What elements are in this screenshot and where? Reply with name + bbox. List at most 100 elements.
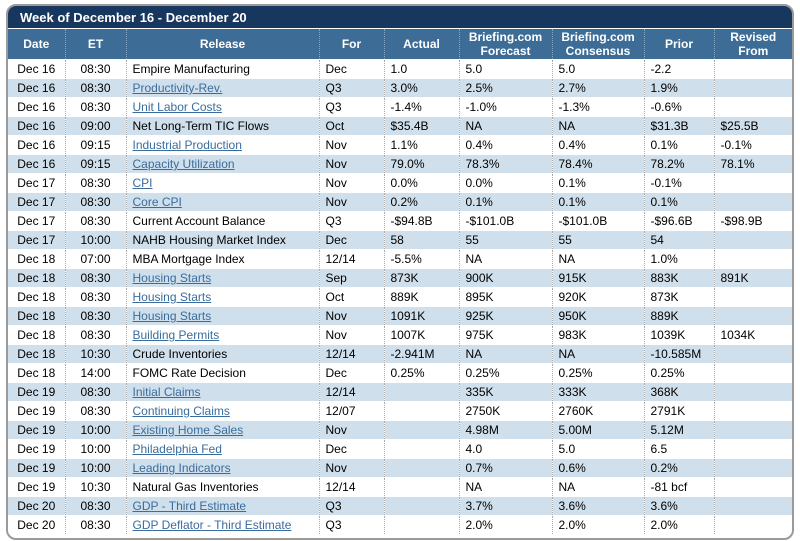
forecast-cell: 900K <box>458 268 552 288</box>
actual-cell <box>383 420 459 440</box>
date-cell: Dec 18 <box>8 287 65 307</box>
economic-calendar: Week of December 16 - December 20 Date E… <box>6 4 794 540</box>
prior-cell: 1.0% <box>643 249 714 269</box>
release-link[interactable]: Initial Claims <box>132 385 201 399</box>
table-row: Dec 18 14:00 FOMC Rate Decision Dec 0.25% 0.2… <box>8 363 792 383</box>
release-link[interactable]: Productivity-Rev. <box>132 81 223 95</box>
prior-cell: 5.12M <box>643 420 714 440</box>
forecast-cell: -1.0% <box>458 97 552 117</box>
release-cell: Industrial Production <box>125 135 319 155</box>
et-cell: 08:30 <box>64 78 126 98</box>
consensus-cell: 78.4% <box>551 154 644 174</box>
consensus-cell: 920K <box>551 287 644 307</box>
prior-cell: -$96.6B <box>643 211 714 231</box>
prior-cell: 1039K <box>643 325 714 345</box>
release-link[interactable]: Industrial Production <box>132 138 242 152</box>
release-link[interactable]: Philadelphia Fed <box>132 442 222 456</box>
col-header-revised-from: Revised From <box>713 29 792 60</box>
et-cell: 08:30 <box>64 382 126 402</box>
actual-cell: -$94.8B <box>383 211 459 231</box>
calendar-table: Date ET Release For Actual Briefing.com … <box>8 29 792 534</box>
release-cell: NAHB Housing Market Index <box>125 230 319 250</box>
consensus-cell: NA <box>551 344 644 364</box>
forecast-cell: NA <box>458 116 552 136</box>
et-cell: 10:30 <box>64 344 126 364</box>
actual-cell: 79.0% <box>383 154 459 174</box>
table-row: Dec 16 08:30 Unit Labor Costs Q3 -1.4% -1.0% -… <box>8 97 792 117</box>
date-cell: Dec 19 <box>8 477 65 497</box>
table-row: Dec 17 10:00 NAHB Housing Market Index Dec 5… <box>8 230 792 250</box>
release-link[interactable]: Building Permits <box>132 328 220 342</box>
for-cell: 12/07 <box>318 401 384 421</box>
actual-cell: -5.5% <box>383 249 459 269</box>
revised-from-cell <box>713 477 792 497</box>
et-cell: 08:30 <box>64 211 126 231</box>
consensus-cell: 3.6% <box>551 496 644 516</box>
release-link[interactable]: Capacity Utilization <box>132 157 235 171</box>
date-cell: Dec 16 <box>8 116 65 136</box>
forecast-cell: 0.0% <box>458 173 552 193</box>
revised-from-cell: -0.1% <box>713 135 792 155</box>
revised-from-cell <box>713 515 792 534</box>
release-cell: Continuing Claims <box>125 401 319 421</box>
date-cell: Dec 18 <box>8 363 65 383</box>
et-cell: 08:30 <box>64 192 126 212</box>
forecast-cell: 0.1% <box>458 192 552 212</box>
release-link[interactable]: GDP - Third Estimate <box>132 499 247 513</box>
header-row: Date ET Release For Actual Briefing.com … <box>8 29 792 60</box>
et-cell: 08:30 <box>64 515 126 534</box>
release-link[interactable]: Continuing Claims <box>132 404 230 418</box>
consensus-cell: 55 <box>551 230 644 250</box>
release-link[interactable]: Housing Starts <box>132 309 212 323</box>
revised-from-cell <box>713 420 792 440</box>
consensus-cell: 2.7% <box>551 78 644 98</box>
revised-from-cell: 891K <box>713 268 792 288</box>
revised-from-cell <box>713 287 792 307</box>
release-cell: GDP Deflator - Third Estimate <box>125 515 319 534</box>
release-link[interactable]: GDP Deflator - Third Estimate <box>132 518 292 532</box>
actual-cell: -1.4% <box>383 97 459 117</box>
release-link[interactable]: Housing Starts <box>132 290 212 304</box>
col-header-for: For <box>318 29 384 60</box>
prior-cell: -10.585M <box>643 344 714 364</box>
table-row: Dec 17 08:30 Core CPI Nov 0.2% 0.1% 0.1% 0.1% <box>8 192 792 212</box>
table-row: Dec 17 08:30 Current Account Balance Q3 -$94… <box>8 211 792 231</box>
revised-from-cell <box>713 382 792 402</box>
prior-cell: 2.0% <box>643 515 714 534</box>
revised-from-cell <box>713 458 792 478</box>
consensus-cell: 0.1% <box>551 192 644 212</box>
for-cell: Nov <box>318 173 384 193</box>
date-cell: Dec 19 <box>8 401 65 421</box>
actual-cell <box>383 439 459 459</box>
release-cell: Crude Inventories <box>125 344 319 364</box>
et-cell: 08:30 <box>64 268 126 288</box>
date-cell: Dec 17 <box>8 211 65 231</box>
revised-from-cell <box>713 344 792 364</box>
release-cell: Current Account Balance <box>125 211 319 231</box>
actual-cell: 1091K <box>383 306 459 326</box>
release-cell: Natural Gas Inventories <box>125 477 319 497</box>
et-cell: 10:30 <box>64 477 126 497</box>
release-link[interactable]: Housing Starts <box>132 271 212 285</box>
release-link[interactable]: Existing Home Sales <box>132 423 244 437</box>
revised-from-cell <box>713 439 792 459</box>
calendar-week-title: Week of December 16 - December 20 <box>8 6 792 29</box>
col-header-actual: Actual <box>383 29 459 60</box>
release-link[interactable]: Unit Labor Costs <box>132 100 222 114</box>
release-link[interactable]: Leading Indicators <box>132 461 231 475</box>
et-cell: 09:00 <box>64 116 126 136</box>
prior-cell: 2791K <box>643 401 714 421</box>
consensus-cell: NA <box>551 249 644 269</box>
forecast-cell: 895K <box>458 287 552 307</box>
revised-from-cell <box>713 249 792 269</box>
release-link[interactable]: CPI <box>132 176 153 190</box>
actual-cell <box>383 401 459 421</box>
date-cell: Dec 18 <box>8 268 65 288</box>
prior-cell: 368K <box>643 382 714 402</box>
revised-from-cell <box>713 496 792 516</box>
revised-from-cell <box>713 306 792 326</box>
release-link[interactable]: Core CPI <box>132 195 182 209</box>
table-row: Dec 19 08:30 Initial Claims 12/14 335K 333K 36… <box>8 382 792 402</box>
for-cell: Nov <box>318 192 384 212</box>
table-row: Dec 19 10:00 Philadelphia Fed Dec 4.0 5.0 6.5 <box>8 439 792 459</box>
